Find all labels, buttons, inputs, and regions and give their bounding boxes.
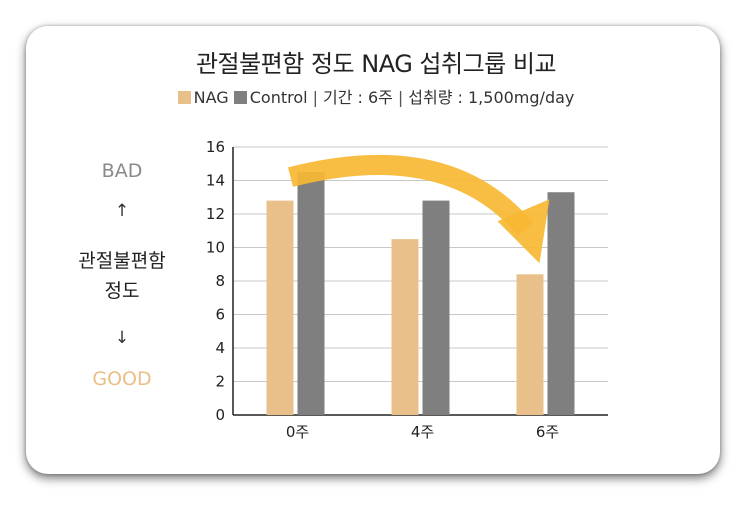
y-axis-label-line2: 정도 [104,280,140,302]
legend-label-nag: NAG [193,88,229,107]
legend: NAG Control | 기간 : 6주 | 섭취량 : 1,500mg/day [0,84,752,108]
bar-control-1 [422,200,450,415]
y-tick-label: 14 [206,172,225,190]
legend-label-control: Control [249,88,308,107]
bar-nag-0 [266,200,294,415]
y-axis-label: 관절불편함 정도 [52,246,192,306]
x-tick-label: 6주 [536,423,559,441]
bar-control-0 [297,172,325,415]
legend-dose: 섭취량 : 1,500mg/day [408,88,575,107]
bar-nag-2 [516,274,544,415]
y-tick-label: 2 [215,373,225,391]
y-tick-label: 8 [215,272,225,290]
y-tick-label: 16 [206,138,225,156]
legend-separator: | [312,88,318,107]
down-arrow-icon: ↓ [114,328,130,348]
chart-card [26,26,720,474]
y-tick-label: 10 [206,239,225,257]
bad-label: BAD [101,160,143,182]
bar-nag-1 [391,239,419,415]
trend-arrow-shaft [288,154,534,236]
up-arrow-icon: ↑ [114,201,130,221]
y-axis-label-line1: 관절불편함 [78,250,166,272]
legend-separator: | [397,88,404,107]
x-tick-label: 4주 [411,423,434,441]
good-label: GOOD [92,368,152,390]
x-tick-label: 0주 [286,423,309,441]
y-tick-label: 12 [206,205,225,223]
y-tick-label: 0 [215,406,225,424]
bar-control-2 [547,192,575,415]
trend-arrow-head [497,199,550,264]
y-tick-label: 4 [215,339,225,357]
y-tick-label: 6 [215,306,225,324]
legend-swatch-control [233,91,247,104]
chart-title: 관절불편함 정도 NAG 섭취그룹 비교 [195,50,557,78]
legend-period: 기간 : 6주 [322,88,393,107]
legend-swatch-nag [177,91,191,104]
